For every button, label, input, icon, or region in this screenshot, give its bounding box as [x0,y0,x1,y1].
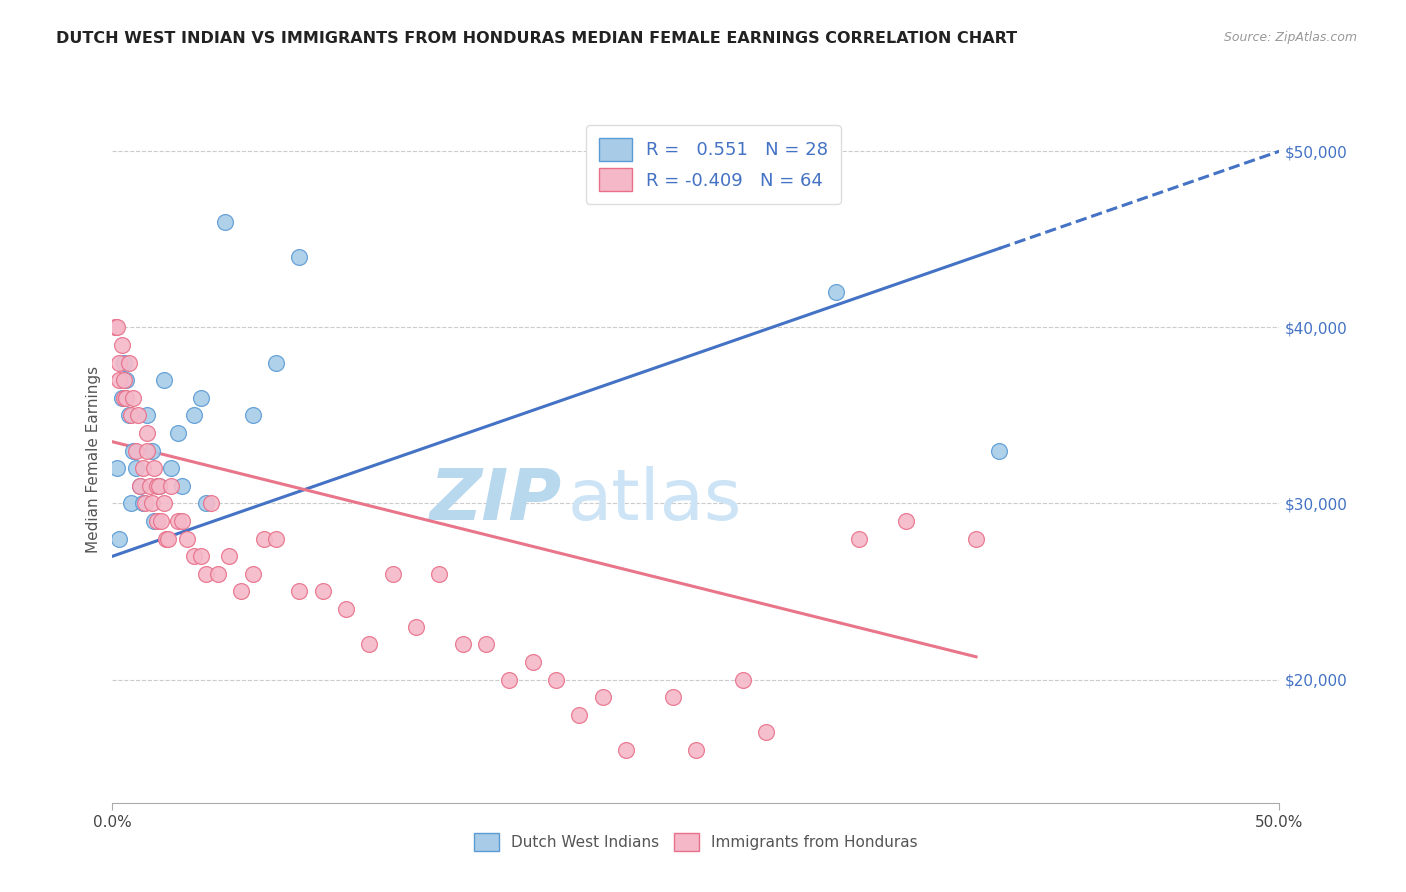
Text: ZIP: ZIP [429,467,562,535]
Point [105,320,128,334]
Point [153,496,176,510]
Point [127,409,149,423]
Point [122,443,145,458]
Point [172,479,194,493]
Point [146,479,169,493]
Point [125,443,148,458]
Point [129,479,152,493]
Point [475,637,498,651]
Point [218,549,240,564]
Text: atlas: atlas [568,467,742,535]
Point [157,532,180,546]
Point [143,514,166,528]
Point [111,391,134,405]
Point [150,514,173,528]
Point [148,479,170,493]
Point [183,549,205,564]
Point [685,743,707,757]
Point [568,707,591,722]
Point [108,532,131,546]
Point [136,443,159,458]
Point [104,320,127,334]
Point [200,496,222,510]
Point [194,496,217,510]
Point [160,479,183,493]
Point [132,496,155,510]
Point [122,391,145,405]
Point [166,425,188,440]
Point [825,285,848,299]
Point [427,566,450,581]
Point [988,443,1011,458]
Point [614,743,637,757]
Point [136,425,159,440]
Point [253,532,276,546]
Point [731,673,754,687]
Point [214,214,236,228]
Point [112,355,135,369]
Point [141,443,163,458]
Point [120,409,142,423]
Point [105,461,128,475]
Point [112,373,135,387]
Point [183,409,205,423]
Point [129,479,152,493]
Point [288,250,311,264]
Point [146,514,169,528]
Point [115,391,138,405]
Point [229,584,252,599]
Point [242,409,264,423]
Point [155,532,177,546]
Point [359,637,381,651]
Point [132,461,155,475]
Point [288,584,311,599]
Point [207,566,229,581]
Point [111,338,134,352]
Point [190,391,212,405]
Point [141,496,163,510]
Point [166,514,188,528]
Point [264,355,287,369]
Y-axis label: Median Female Earnings: Median Female Earnings [86,366,101,553]
Text: Source: ZipAtlas.com: Source: ZipAtlas.com [1223,31,1357,45]
Point [381,566,404,581]
Legend: Dutch West Indians, Immigrants from Honduras: Dutch West Indians, Immigrants from Hond… [468,827,924,857]
Point [120,496,142,510]
Point [894,514,917,528]
Point [118,355,141,369]
Point [143,461,166,475]
Point [242,566,264,581]
Point [848,532,870,546]
Point [544,673,567,687]
Point [134,496,156,510]
Point [592,690,614,705]
Text: DUTCH WEST INDIAN VS IMMIGRANTS FROM HONDURAS MEDIAN FEMALE EARNINGS CORRELATION: DUTCH WEST INDIAN VS IMMIGRANTS FROM HON… [56,31,1018,46]
Point [136,409,159,423]
Point [118,409,141,423]
Point [661,690,683,705]
Point [190,549,212,564]
Point [115,373,138,387]
Point [125,461,148,475]
Point [451,637,474,651]
Point [176,532,198,546]
Point [108,373,131,387]
Point [153,373,176,387]
Point [148,479,170,493]
Point [405,620,427,634]
Point [172,514,194,528]
Point [108,355,131,369]
Point [112,391,135,405]
Point [139,479,162,493]
Point [311,584,333,599]
Point [160,461,183,475]
Point [522,655,544,669]
Point [755,725,778,739]
Point [498,673,520,687]
Point [965,532,987,546]
Point [335,602,357,616]
Point [264,532,287,546]
Point [194,566,217,581]
